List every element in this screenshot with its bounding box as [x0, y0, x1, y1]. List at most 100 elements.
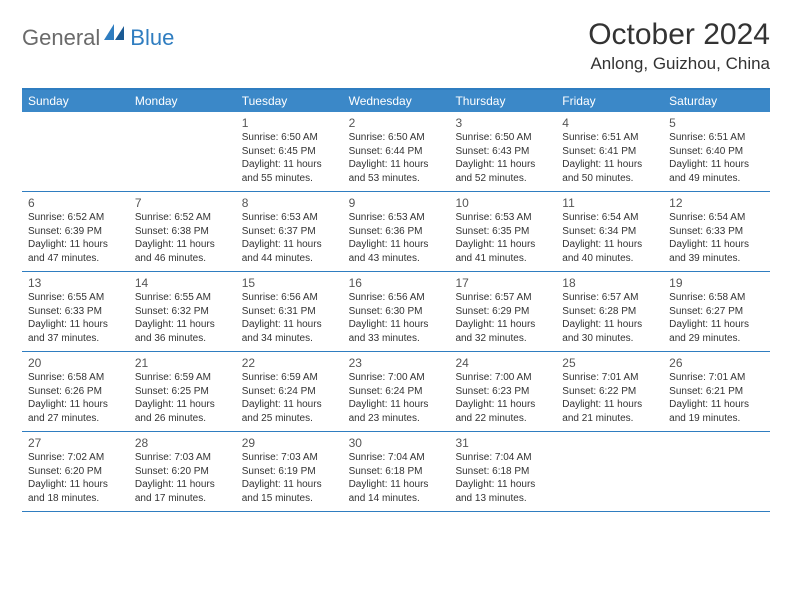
sunrise-text: Sunrise: 7:00 AM: [455, 371, 550, 385]
day-info: Sunrise: 6:55 AMSunset: 6:33 PMDaylight:…: [28, 291, 123, 345]
daylight-text-2: and 40 minutes.: [562, 252, 657, 266]
sunset-text: Sunset: 6:19 PM: [242, 465, 337, 479]
daylight-text-2: and 23 minutes.: [349, 412, 444, 426]
sunrise-text: Sunrise: 6:58 AM: [669, 291, 764, 305]
daylight-text-1: Daylight: 11 hours: [135, 318, 230, 332]
daylight-text-1: Daylight: 11 hours: [349, 158, 444, 172]
day-cell: 9Sunrise: 6:53 AMSunset: 6:36 PMDaylight…: [343, 192, 450, 271]
day-info: Sunrise: 7:04 AMSunset: 6:18 PMDaylight:…: [455, 451, 550, 505]
daylight-text-2: and 13 minutes.: [455, 492, 550, 506]
day-number: 12: [669, 196, 764, 210]
daylight-text-2: and 37 minutes.: [28, 332, 123, 346]
sunrise-text: Sunrise: 6:53 AM: [455, 211, 550, 225]
daylight-text-2: and 25 minutes.: [242, 412, 337, 426]
sunset-text: Sunset: 6:32 PM: [135, 305, 230, 319]
day-cell: 4Sunrise: 6:51 AMSunset: 6:41 PMDaylight…: [556, 112, 663, 191]
day-cell: 7Sunrise: 6:52 AMSunset: 6:38 PMDaylight…: [129, 192, 236, 271]
day-number: 2: [349, 116, 444, 130]
day-number: 19: [669, 276, 764, 290]
daylight-text-1: Daylight: 11 hours: [455, 398, 550, 412]
sunset-text: Sunset: 6:36 PM: [349, 225, 444, 239]
daylight-text-1: Daylight: 11 hours: [28, 238, 123, 252]
day-header: Tuesday: [236, 90, 343, 112]
day-info: Sunrise: 7:01 AMSunset: 6:22 PMDaylight:…: [562, 371, 657, 425]
sunrise-text: Sunrise: 6:54 AM: [562, 211, 657, 225]
day-info: Sunrise: 6:57 AMSunset: 6:29 PMDaylight:…: [455, 291, 550, 345]
day-cell: 24Sunrise: 7:00 AMSunset: 6:23 PMDayligh…: [449, 352, 556, 431]
daylight-text-2: and 36 minutes.: [135, 332, 230, 346]
sunset-text: Sunset: 6:20 PM: [28, 465, 123, 479]
day-cell: 8Sunrise: 6:53 AMSunset: 6:37 PMDaylight…: [236, 192, 343, 271]
sunrise-text: Sunrise: 6:52 AM: [135, 211, 230, 225]
daylight-text-2: and 21 minutes.: [562, 412, 657, 426]
daylight-text-2: and 43 minutes.: [349, 252, 444, 266]
day-cell: 15Sunrise: 6:56 AMSunset: 6:31 PMDayligh…: [236, 272, 343, 351]
day-info: Sunrise: 6:58 AMSunset: 6:26 PMDaylight:…: [28, 371, 123, 425]
sunrise-text: Sunrise: 7:04 AM: [349, 451, 444, 465]
day-number: 21: [135, 356, 230, 370]
day-cell: 31Sunrise: 7:04 AMSunset: 6:18 PMDayligh…: [449, 432, 556, 511]
daylight-text-1: Daylight: 11 hours: [349, 398, 444, 412]
day-info: Sunrise: 6:54 AMSunset: 6:34 PMDaylight:…: [562, 211, 657, 265]
brand-part2: Blue: [130, 25, 174, 51]
daylight-text-2: and 39 minutes.: [669, 252, 764, 266]
daylight-text-1: Daylight: 11 hours: [562, 158, 657, 172]
day-cell: 16Sunrise: 6:56 AMSunset: 6:30 PMDayligh…: [343, 272, 450, 351]
sunrise-text: Sunrise: 6:54 AM: [669, 211, 764, 225]
day-number: 28: [135, 436, 230, 450]
sunset-text: Sunset: 6:25 PM: [135, 385, 230, 399]
daylight-text-2: and 41 minutes.: [455, 252, 550, 266]
sunset-text: Sunset: 6:27 PM: [669, 305, 764, 319]
title-block: October 2024 Anlong, Guizhou, China: [588, 18, 770, 74]
day-number: 18: [562, 276, 657, 290]
daylight-text-2: and 52 minutes.: [455, 172, 550, 186]
sunrise-text: Sunrise: 6:57 AM: [562, 291, 657, 305]
daylight-text-1: Daylight: 11 hours: [669, 238, 764, 252]
sunset-text: Sunset: 6:39 PM: [28, 225, 123, 239]
day-cell: 18Sunrise: 6:57 AMSunset: 6:28 PMDayligh…: [556, 272, 663, 351]
day-info: Sunrise: 6:52 AMSunset: 6:39 PMDaylight:…: [28, 211, 123, 265]
day-cell: 21Sunrise: 6:59 AMSunset: 6:25 PMDayligh…: [129, 352, 236, 431]
daylight-text-2: and 44 minutes.: [242, 252, 337, 266]
sunrise-text: Sunrise: 7:04 AM: [455, 451, 550, 465]
daylight-text-1: Daylight: 11 hours: [242, 158, 337, 172]
daylight-text-2: and 55 minutes.: [242, 172, 337, 186]
daylight-text-1: Daylight: 11 hours: [562, 318, 657, 332]
daylight-text-1: Daylight: 11 hours: [135, 238, 230, 252]
daylight-text-2: and 17 minutes.: [135, 492, 230, 506]
week-row: 6Sunrise: 6:52 AMSunset: 6:39 PMDaylight…: [22, 192, 770, 272]
day-info: Sunrise: 6:59 AMSunset: 6:24 PMDaylight:…: [242, 371, 337, 425]
day-cell: 19Sunrise: 6:58 AMSunset: 6:27 PMDayligh…: [663, 272, 770, 351]
sunrise-text: Sunrise: 6:57 AM: [455, 291, 550, 305]
day-number: 20: [28, 356, 123, 370]
day-cell: 22Sunrise: 6:59 AMSunset: 6:24 PMDayligh…: [236, 352, 343, 431]
day-number: 22: [242, 356, 337, 370]
week-row: 13Sunrise: 6:55 AMSunset: 6:33 PMDayligh…: [22, 272, 770, 352]
daylight-text-2: and 50 minutes.: [562, 172, 657, 186]
sunset-text: Sunset: 6:35 PM: [455, 225, 550, 239]
daylight-text-2: and 49 minutes.: [669, 172, 764, 186]
sunrise-text: Sunrise: 6:55 AM: [28, 291, 123, 305]
day-header: Thursday: [449, 90, 556, 112]
day-number: 9: [349, 196, 444, 210]
daylight-text-2: and 53 minutes.: [349, 172, 444, 186]
sunrise-text: Sunrise: 6:52 AM: [28, 211, 123, 225]
day-number: 7: [135, 196, 230, 210]
sunset-text: Sunset: 6:33 PM: [669, 225, 764, 239]
brand-part1: General: [22, 25, 100, 51]
daylight-text-1: Daylight: 11 hours: [28, 318, 123, 332]
daylight-text-1: Daylight: 11 hours: [135, 478, 230, 492]
day-header: Monday: [129, 90, 236, 112]
day-cell: 25Sunrise: 7:01 AMSunset: 6:22 PMDayligh…: [556, 352, 663, 431]
day-header: Wednesday: [343, 90, 450, 112]
day-cell: 28Sunrise: 7:03 AMSunset: 6:20 PMDayligh…: [129, 432, 236, 511]
sunrise-text: Sunrise: 6:56 AM: [349, 291, 444, 305]
calendar-grid: SundayMondayTuesdayWednesdayThursdayFrid…: [22, 88, 770, 512]
day-number: 10: [455, 196, 550, 210]
day-cell: 6Sunrise: 6:52 AMSunset: 6:39 PMDaylight…: [22, 192, 129, 271]
sunrise-text: Sunrise: 7:03 AM: [135, 451, 230, 465]
sunrise-text: Sunrise: 6:50 AM: [455, 131, 550, 145]
day-number: 23: [349, 356, 444, 370]
sunrise-text: Sunrise: 6:58 AM: [28, 371, 123, 385]
sunrise-text: Sunrise: 6:56 AM: [242, 291, 337, 305]
